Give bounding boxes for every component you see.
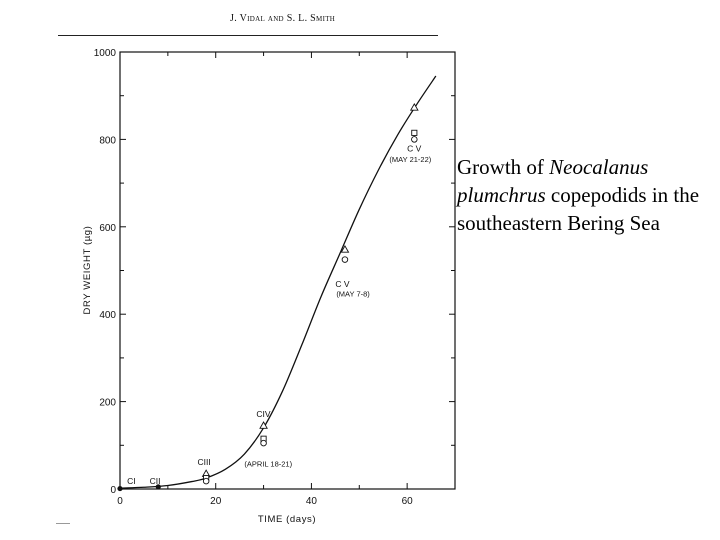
y-axis-title: DRY WEIGHT (µg) — [82, 226, 93, 315]
data-points — [117, 102, 419, 492]
x-ticks: 0 20 40 60 — [117, 52, 456, 507]
y-tick-label: 600 — [99, 223, 116, 234]
data-point-circle — [411, 136, 418, 143]
data-point-circle — [341, 256, 349, 263]
data-point-filled — [155, 484, 161, 490]
x-axis-title: TIME (days) — [258, 514, 316, 525]
stage-annotation: CI — [127, 476, 136, 486]
y-tick-label: 1000 — [94, 48, 117, 59]
page-header-authors: J. Vidal and S. L. Smith — [230, 13, 336, 24]
stage-annotation: CIV — [256, 409, 271, 419]
date-annotation: (MAY 21-22) — [389, 155, 431, 164]
caption-part1: Growth of — [457, 155, 550, 179]
header-rule — [58, 35, 438, 36]
plot-frame — [119, 51, 456, 490]
caption-species: Neocalanus plumchrus — [457, 155, 649, 207]
data-point-circle — [260, 439, 267, 447]
data-point-triangle — [259, 421, 268, 429]
stage-annotation: CII — [150, 476, 161, 486]
stage-annotation: C V — [335, 279, 350, 289]
date-annotation: (MAY 7-8) — [336, 290, 370, 299]
data-point-square — [411, 129, 418, 136]
x-tick-label: 20 — [210, 496, 222, 507]
y-ticks: 0 200 400 600 800 1000 — [94, 48, 455, 496]
x-tick-label: 60 — [402, 496, 414, 507]
x-tick-label: 40 — [306, 496, 318, 507]
y-tick-label: 200 — [99, 398, 116, 409]
stage-annotation: CIII — [198, 457, 211, 467]
growth-curve — [119, 75, 437, 489]
page-corner-mark — [56, 523, 70, 524]
y-tick-label: 400 — [99, 310, 116, 321]
caption-part2: copepodids in the southeastern Bering Se… — [457, 183, 700, 235]
stage-annotation: C V — [407, 144, 422, 154]
data-point-circle — [202, 477, 210, 485]
x-tick-label: 0 — [117, 496, 123, 507]
figure-caption: Growth of Neocalanus plumchrus copepodid… — [457, 153, 712, 237]
data-point-filled — [117, 485, 123, 492]
y-tick-label: 800 — [99, 135, 116, 146]
data-point-triangle — [409, 102, 419, 111]
data-point-triangle — [340, 245, 350, 253]
y-tick-label: 0 — [110, 485, 116, 496]
date-annotation: (APRIL 18-21) — [244, 459, 292, 468]
